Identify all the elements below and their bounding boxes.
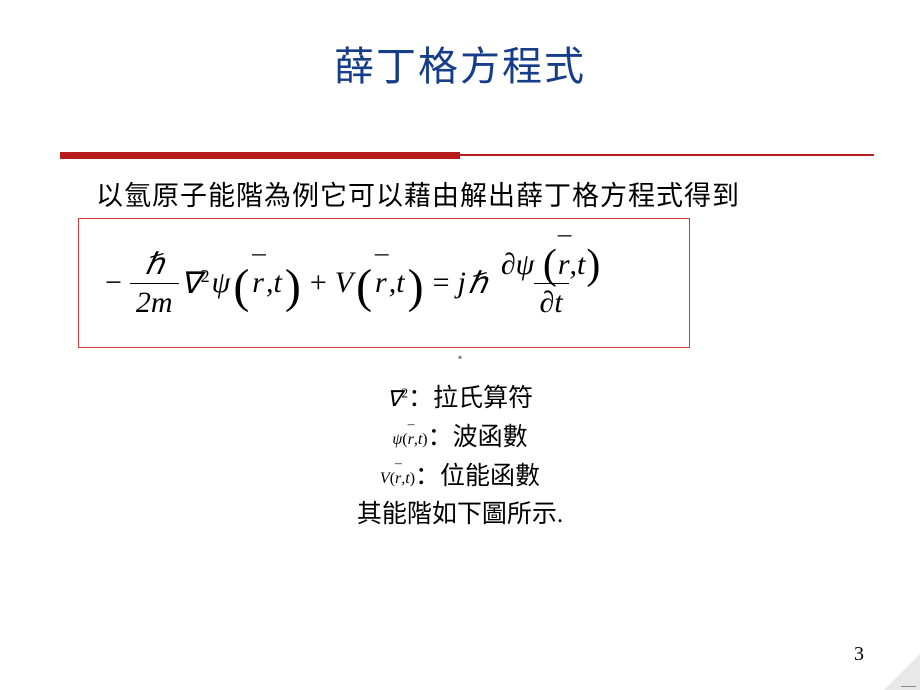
plus-sign: + (304, 266, 333, 300)
page-curl-icon (884, 654, 920, 690)
slide-title: 薛丁格方程式 (0, 0, 920, 92)
r-vec2: r (375, 266, 387, 300)
equation-box: − ℏ 2m ∇2 ψ ( r,t ) + V ( r,t ) = jℏ ∂ψ … (78, 218, 690, 348)
two-m: 2m (130, 283, 179, 319)
title-rule (60, 146, 880, 164)
intro-text: 以氫原子能階為例它可以藉由解出薛丁格方程式得到 (96, 174, 740, 213)
hbar: ℏ (145, 248, 164, 281)
equals-sign: = (427, 266, 456, 300)
minus-sign: − (99, 266, 128, 300)
j: j (457, 266, 465, 300)
r-vec: r (252, 266, 264, 300)
rule-thick (60, 152, 460, 159)
frac-hbar-2m: ℏ 2m (130, 248, 179, 319)
hbar2: ℏ (468, 266, 487, 301)
center-marker: ▪ (458, 350, 462, 365)
def-v: V(r,t)：位能函數 (0, 458, 920, 497)
rule-thin (456, 154, 874, 156)
nabla: ∇2 (181, 266, 210, 301)
schrodinger-equation: − ℏ 2m ∇2 ψ ( r,t ) + V ( r,t ) = jℏ ∂ψ … (99, 248, 607, 319)
def-note: 其能階如下圖所示. (0, 496, 920, 535)
frac-dpsi-dt: ∂ψ (r,t) ∂t (495, 248, 608, 319)
slide: 薛丁格方程式 以氫原子能階為例它可以藉由解出薛丁格方程式得到 − ℏ 2m ∇2… (0, 0, 920, 690)
psi: ψ (212, 266, 231, 300)
page-number: 3 (854, 643, 864, 666)
def-nabla: ∇2：拉氏算符 (0, 380, 920, 419)
def-psi: ψ(r,t)：波函數 (0, 419, 920, 458)
V: V (335, 266, 353, 300)
definitions: ∇2：拉氏算符 ψ(r,t)：波函數 V(r,t)：位能函數 其能階如下圖所示. (0, 380, 920, 535)
